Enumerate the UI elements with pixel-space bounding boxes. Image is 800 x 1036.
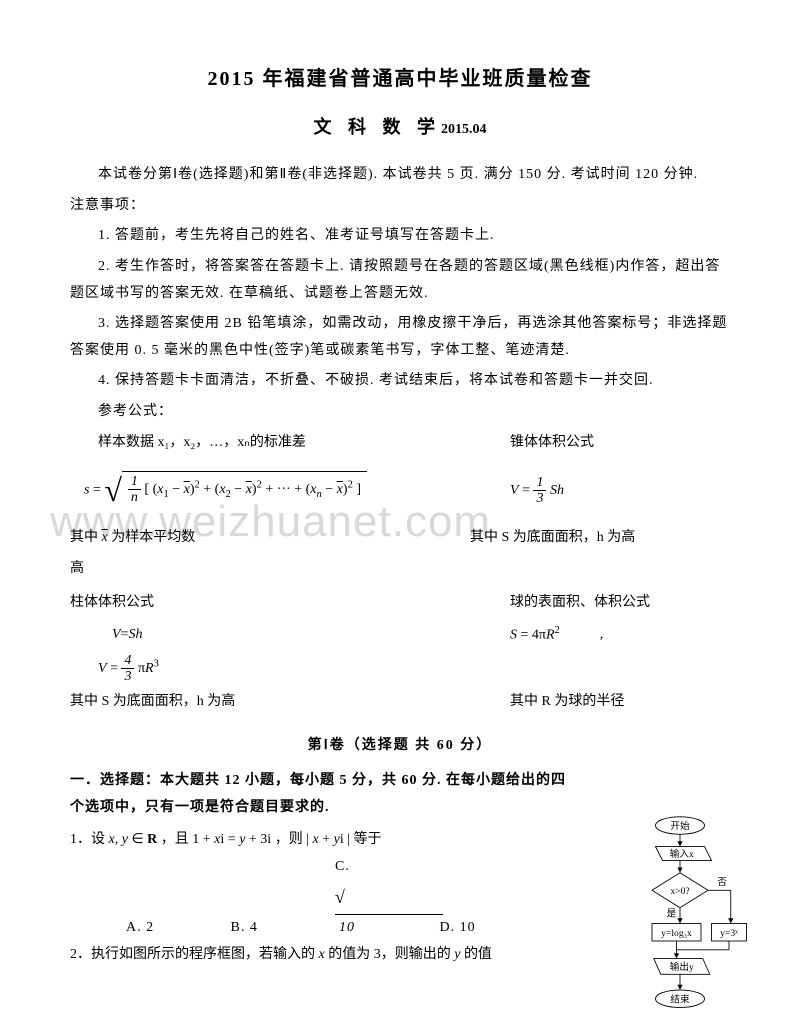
cone-formula: V = 13 Sh (510, 475, 730, 507)
cone-note: 其中 S 为底面面积，h 为高 (470, 525, 730, 552)
sphere-surface-formula: S = 4πR2, (510, 621, 730, 649)
flow-output: 输出y (670, 961, 694, 973)
question-1-choices: A. 2 B. 4 C. √10 D. 10 (70, 854, 570, 942)
page-title: 2015 年福建省普通高中毕业班质量检查 (70, 60, 730, 98)
formula-row-2: V=Sh S = 4πR2, (70, 621, 730, 649)
question-2: 2．执行如图所示的程序框图，若输入的 x 的值为 3，则输出的 y 的值 (70, 942, 570, 969)
cone-volume-label: 锥体体积公式 (510, 430, 730, 457)
flow-no: 否 (717, 877, 727, 888)
flow-box1: y=log₃x (661, 928, 692, 939)
subtitle-date: 2015.04 (441, 122, 487, 137)
question-1: 1．设 x, y ∈ R ，且 1 + xi = y + 3i ，则 | x +… (70, 827, 570, 854)
flow-start: 开始 (670, 820, 690, 832)
cylinder-label: 柱体体积公式 (70, 590, 154, 617)
flow-box2: y=3ˣ (720, 928, 738, 939)
formula-labels-row-2: 柱体体积公式 球的表面积、体积公式 (70, 590, 730, 617)
flow-end: 结束 (670, 993, 690, 1005)
flow-yes: 是 (666, 909, 676, 920)
choice-a: A. 2 (126, 915, 226, 942)
formula-notes-row-2: 其中 S 为底面面积，h 为高 其中 R 为球的半径 (70, 689, 730, 716)
row-continue: 高 (70, 556, 730, 583)
choice-d: D. 10 (440, 915, 540, 942)
notice-item: 4. 保持答题卡卡面清洁，不折叠、不破损. 考试结束后，将本试卷和答题卡一并交回… (70, 368, 730, 395)
choice-b: B. 4 (231, 915, 331, 942)
mean-note: 其中 x 为样本平均数 (70, 525, 195, 552)
sphere-label: 球的表面积、体积公式 (510, 590, 730, 617)
notice-item: 3. 选择题答案使用 2B 铅笔填涂，如需改动，用橡皮擦干净后，再选涂其他答案标… (70, 311, 730, 364)
intro-paragraph: 本试卷分第Ⅰ卷(选择题)和第Ⅱ卷(非选择题). 本试卷共 5 页. 满分 150… (70, 162, 730, 189)
flow-input: 输入x (670, 848, 694, 860)
page-subtitle: 文 科 数 学2015.04 (70, 110, 730, 144)
section-1-header: 第Ⅰ卷（选择题 共 60 分） (70, 733, 730, 760)
subtitle-main: 文 科 数 学 (314, 117, 442, 137)
cylinder-formula-1: V=Sh (70, 622, 142, 649)
notice-item: 2. 考生作答时，将答案答在答题卡上. 请按照题号在各题的答题区域(黑色线框)内… (70, 254, 730, 307)
sphere-volume-formula: V = 43 πR3 (70, 653, 730, 685)
formula-notes-row: 其中 x 为样本平均数 其中 S 为底面面积，h 为高 (70, 525, 730, 552)
formula-labels-row: 样本数据 x₁，x₂，…，xₙ的标准差 锥体体积公式 (70, 430, 730, 457)
sphere-note: 其中 R 为球的半径 (510, 689, 730, 716)
choice-c: C. √10 (335, 854, 435, 942)
cylinder-note: 其中 S 为底面面积，h 为高 (70, 689, 235, 716)
flowchart-diagram: 开始 输入x x>0? 否 是 y=log₃x y=3ˣ 输出y 结束 (610, 815, 750, 1025)
formula-row-1: s = √ 1n [ (x1 − x)2 + (x2 − x)2 + ··· +… (70, 460, 730, 521)
reference-header: 参考公式： (70, 399, 730, 426)
sample-sd-label: 样本数据 x₁，x₂，…，xₙ的标准差 (70, 430, 306, 457)
notice-header: 注意事项： (70, 193, 730, 220)
flow-cond: x>0? (670, 886, 689, 897)
notice-item: 1. 答题前，考生先将自己的姓名、准考证号填写在答题卡上. (70, 223, 730, 250)
sd-formula: s = √ 1n [ (x1 − x)2 + (x2 − x)2 + ··· +… (70, 460, 367, 521)
part1-instructions: 一．选择题：本大题共 12 小题，每小题 5 分，共 60 分. 在每小题给出的… (70, 768, 570, 821)
